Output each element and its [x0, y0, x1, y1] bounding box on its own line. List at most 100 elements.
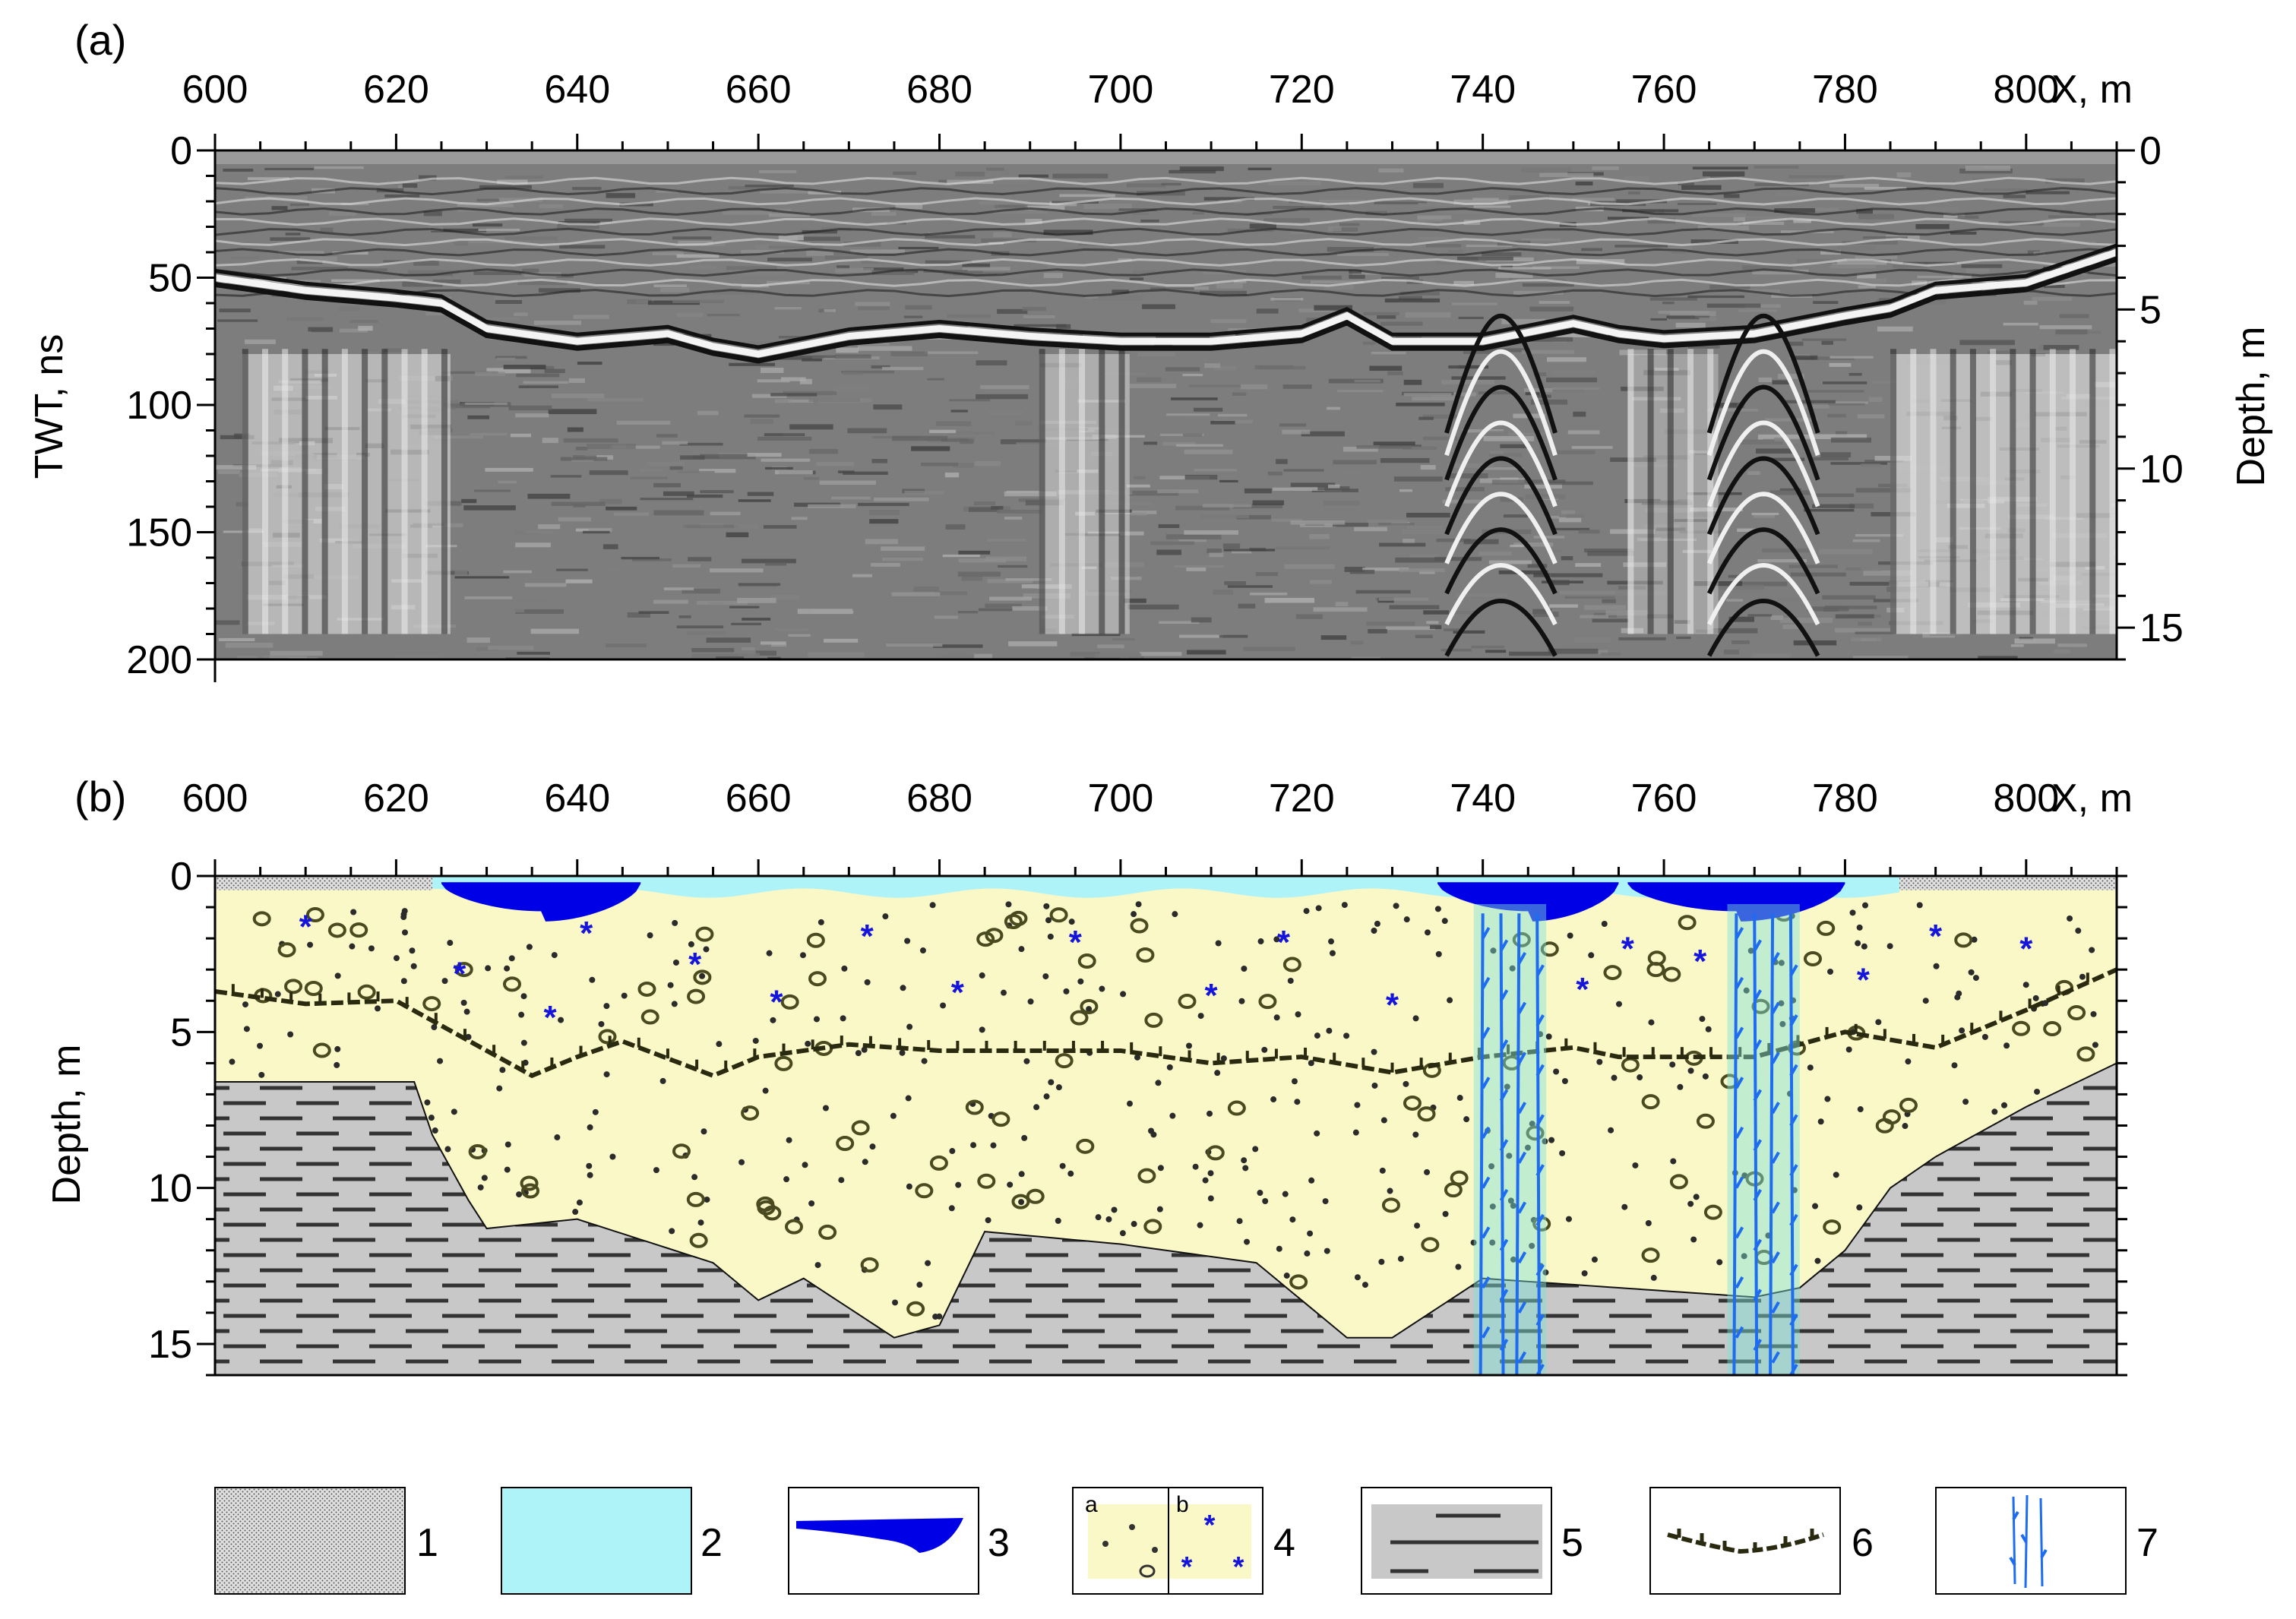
noise-streak: [391, 223, 406, 227]
noise-streak: [1350, 640, 1364, 645]
noise-streak: [479, 185, 532, 189]
ice-star: *: [770, 983, 783, 1020]
gravel-dot: [1374, 920, 1380, 927]
gravel-dot: [1018, 946, 1025, 953]
noise-streak: [759, 170, 797, 173]
noise-streak: [1415, 634, 1433, 639]
pebble: [1206, 1145, 1225, 1161]
noise-streak: [985, 603, 1022, 609]
pebble: [1009, 910, 1028, 926]
noise-streak: [733, 523, 758, 530]
noise-streak: [1213, 589, 1233, 595]
noise-streak: [1533, 612, 1559, 618]
noise-streak: [1520, 238, 1561, 242]
noise-streak: [1255, 572, 1279, 577]
unit7-mark: [1499, 1238, 1509, 1251]
noise-streak: [1643, 267, 1662, 271]
noise-streak: [1533, 573, 1550, 577]
legend-swatch-4: [1088, 1504, 1251, 1579]
noise-streak: [803, 476, 819, 480]
gravel-dot: [1412, 1015, 1419, 1022]
gravel-dot: [1315, 905, 1322, 912]
noise-streak: [1194, 469, 1237, 472]
pebble: [1130, 918, 1149, 934]
noise-streak: [1369, 365, 1403, 372]
noise-streak: [871, 211, 897, 216]
noise-streak: [968, 507, 999, 512]
gravel-dot: [229, 1058, 236, 1065]
noise-streak: [1738, 309, 1777, 312]
gravel-dot: [1241, 1157, 1248, 1164]
noise-streak: [1571, 446, 1613, 449]
noise-streak: [1273, 487, 1325, 492]
noise-streak: [1483, 436, 1535, 441]
noise-streak: [1005, 578, 1052, 581]
noise-streak: [1126, 183, 1166, 188]
pebble: [1882, 1109, 1901, 1125]
gravel-dot: [1322, 1198, 1329, 1205]
pebble: [1603, 965, 1622, 981]
noise-streak: [468, 239, 513, 244]
noise-streak: [835, 267, 874, 273]
gravel-dot: [1529, 1121, 1535, 1127]
gravel-dot: [1119, 1230, 1126, 1237]
gravel-dot: [1055, 1084, 1062, 1091]
noise-streak: [1624, 498, 1661, 504]
gravel-dot: [1424, 1168, 1431, 1175]
gravel-dot: [1933, 963, 1940, 969]
noise-streak: [2026, 191, 2070, 194]
noise-streak: [1184, 449, 1233, 454]
gravel-dot: [1905, 1058, 1912, 1065]
noise-streak: [1728, 616, 1755, 622]
pebble: [1381, 1197, 1400, 1213]
noise-streak: [1561, 555, 1573, 561]
noise-streak: [1728, 574, 1742, 578]
noise-streak: [1855, 255, 1898, 260]
noise-streak: [1827, 413, 1846, 418]
noise-streak: [1118, 208, 1157, 211]
noise-streak: [1641, 501, 1693, 505]
noise-streak: [1171, 397, 1218, 400]
noise-streak: [1978, 656, 2018, 659]
gravel-dot: [1968, 969, 1975, 976]
gravel-dot: [929, 902, 936, 909]
noise-streak: [1802, 404, 1830, 409]
noise-streak: [1310, 580, 1332, 584]
noise-streak: [1162, 377, 1177, 382]
noise-streak: [1130, 512, 1147, 516]
pebble: [304, 981, 323, 997]
noise-streak: [1362, 341, 1376, 345]
noise-streak: [1649, 297, 1697, 301]
noise-streak: [339, 306, 360, 311]
gravel-dot: [1283, 1273, 1290, 1279]
noise-streak: [988, 411, 1023, 416]
noise-streak: [688, 265, 716, 270]
pebble: [1055, 1053, 1074, 1069]
noise-streak: [1425, 244, 1462, 248]
noise-streak: [1319, 200, 1365, 204]
hyperbola-arc: [1706, 420, 1820, 508]
gravel-dot: [477, 1184, 484, 1191]
legend-item-7: 7: [1935, 1487, 2158, 1595]
noise-streak: [770, 393, 818, 397]
gravel-dot: [1169, 1112, 1176, 1119]
noise-streak: [653, 599, 688, 604]
noise-streak: [1412, 397, 1460, 401]
gravel-dot: [1068, 919, 1075, 925]
noise-streak: [1490, 451, 1504, 454]
noise-streak: [1706, 303, 1761, 308]
gravel-dot: [882, 913, 889, 920]
unit7-mark: [1535, 964, 1545, 977]
unit7-mark: [1789, 1014, 1798, 1027]
gravel-dot: [1699, 1016, 1706, 1023]
gravel-dot: [2000, 1102, 2007, 1108]
shallow-layer: [215, 187, 2117, 196]
gravel-dot: [1542, 1269, 1549, 1276]
gravel-dot: [1018, 1199, 1025, 1206]
noise-streak: [599, 498, 622, 504]
panel-a-y-right-label: Depth, m: [2229, 327, 2273, 487]
noise-streak: [1600, 652, 1621, 656]
noise-streak: [843, 372, 863, 375]
pebble: [929, 1155, 948, 1171]
noise-streak: [865, 539, 898, 545]
